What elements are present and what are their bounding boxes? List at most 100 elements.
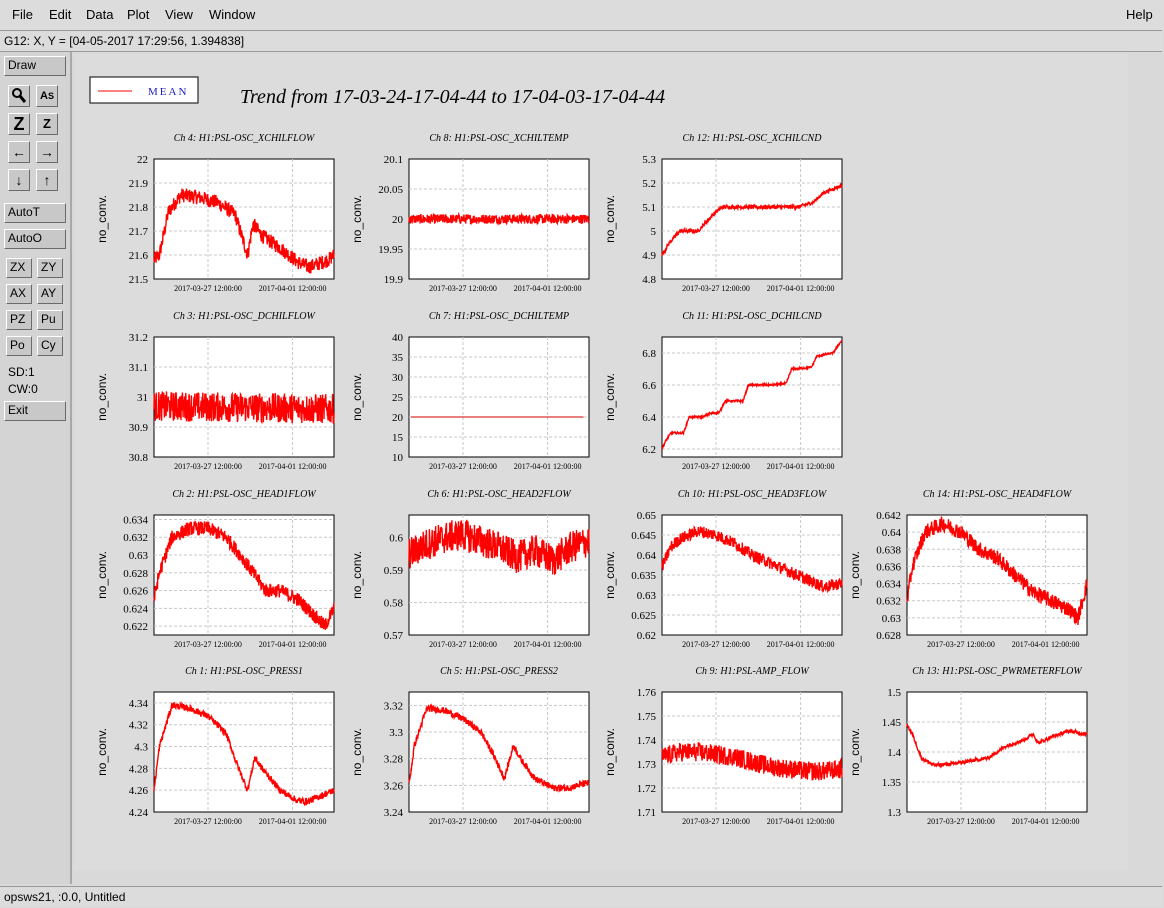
y-tick-label: 1.76 [637,687,657,699]
autot-button[interactable]: AutoT [4,203,66,223]
plot-ch2[interactable]: Ch 2: H1:PSL-OSC_HEAD1FLOW 0.622 0.624 0.62… [95,489,335,649]
magnify-icon[interactable] [8,85,30,107]
y-axis-label: no_conv. [848,551,862,599]
plot-area [906,514,1088,636]
ax-button[interactable]: AX [6,284,32,304]
plot-ch7[interactable]: Ch 7: H1:PSL-OSC_DCHILTEMP 10 15 20 25 30 35 40… [350,311,590,471]
draw-button[interactable]: Draw [4,56,66,76]
menu-help[interactable]: Help [1126,7,1153,22]
x-tick-label: 2017-04-01 12:00:00 [259,817,327,826]
cw-label: CW:0 [8,382,38,396]
x-tick-label: 2017-04-01 12:00:00 [1012,640,1080,649]
plot-ch11[interactable]: Ch 11: H1:PSL-OSC_DCHILCND 6.2 6.4 6.6 6.8 20… [603,311,843,471]
menu-window[interactable]: Window [209,7,256,22]
tool-panel: Draw AS Z Z ← → ↓ ↑ AutoT AutoO ZX ZY AX… [0,52,72,884]
plot-ch9[interactable]: Ch 9: H1:PSL-AMP_FLOW 1.71 1.72 1.73 1.74 1.7… [603,666,843,826]
x-tick-label: 2017-04-01 12:00:00 [1012,817,1080,826]
x-tick-label: 2017-03-27 12:00:00 [174,640,242,649]
plot-ch3[interactable]: Ch 3: H1:PSL-OSC_DCHILFLOW 30.8 30.9 31 31.1… [95,311,335,471]
series-line [906,723,1088,769]
y-tick-label: 4.24 [129,807,149,819]
y-tick-label: 0.62 [637,630,656,642]
menu-file[interactable]: File [12,7,33,22]
plot-ch1[interactable]: Ch 1: H1:PSL-OSC_PRESS1 4.24 4.26 4.28 4.3 4.… [95,666,335,826]
y-tick-label: 30 [392,372,404,384]
plot-ch12[interactable]: Ch 12: H1:PSL-OSC_XCHILCND 4.8 4.9 5 5.1 5.2 5… [603,133,843,293]
y-tick-label: 3.3 [389,727,403,739]
y-tick-label: 21.6 [129,250,149,262]
pz-button[interactable]: PZ [6,310,32,330]
y-tick-label: 0.624 [123,603,148,615]
po-button[interactable]: Po [6,336,32,356]
x-tick-label: 2017-04-01 12:00:00 [259,284,327,293]
y-tick-label: 31.1 [129,362,148,374]
plot-ch6[interactable]: Ch 6: H1:PSL-OSC_HEAD2FLOW 0.57 0.58 0.59 0.… [350,489,590,649]
y-tick-label: 0.628 [123,568,148,580]
plot-title: Ch 1: H1:PSL-OSC_PRESS1 [185,666,303,677]
y-tick-label: 10 [392,452,404,464]
plot-title: Ch 9: H1:PSL-AMP_FLOW [695,666,810,677]
y-tick-label: 1.72 [637,783,656,795]
legend-box [89,76,199,104]
x-tick-label: 2017-03-27 12:00:00 [927,817,995,826]
cy-button[interactable]: Cy [37,336,63,356]
plot-canvas[interactable]: MEAN Trend from 17-03-24-17-04-44 to 17-… [74,54,1128,870]
y-axis-label: no_conv. [848,728,862,776]
x-tick-label: 2017-03-27 12:00:00 [174,284,242,293]
pu-button[interactable]: Pu [37,310,63,330]
plot-title: Ch 6: H1:PSL-OSC_HEAD2FLOW [427,489,572,500]
series-line [661,741,843,781]
text-icon[interactable]: AS [36,85,58,107]
y-axis-label: no_conv. [350,728,364,776]
plot-ch4[interactable]: Ch 4: H1:PSL-OSC_XCHILFLOW 21.5 21.6 21.7 21… [95,133,335,293]
y-tick-label: 0.63 [637,590,657,602]
y-tick-label: 0.628 [876,630,901,642]
x-tick-label: 2017-03-27 12:00:00 [429,462,497,471]
y-tick-label: 30.9 [129,422,149,434]
y-tick-label: 5 [651,226,657,238]
status-text: opsws21, :0.0, Untitled [4,890,126,904]
zy-button[interactable]: ZY [37,258,63,278]
y-tick-label: 4.26 [129,785,149,797]
y-tick-label: 0.625 [631,610,656,622]
series-line [408,519,590,576]
menu-plot[interactable]: Plot [127,7,150,22]
plot-ch8[interactable]: Ch 8: H1:PSL-OSC_XCHILTEMP 19.9 19.95 20 20.… [350,133,590,293]
chart-svg: MEAN Trend from 17-03-24-17-04-44 to 17-… [89,76,1088,826]
y-tick-label: 0.642 [876,510,901,522]
y-tick-label: 30.8 [129,452,149,464]
arrow-right-icon[interactable]: → [36,141,58,163]
plot-title: Ch 8: H1:PSL-OSC_XCHILTEMP [429,133,568,144]
zoom-large-icon[interactable]: Z [8,113,30,135]
plot-ch13[interactable]: Ch 13: H1:PSL-OSC_PWRMETERFLOW 1.3 1.35 1.4… [848,666,1088,826]
plot-ch14[interactable]: Ch 14: H1:PSL-OSC_HEAD4FLOW 0.628 0.63 0.63… [848,489,1088,649]
exit-button[interactable]: Exit [4,401,66,421]
series-line [661,339,843,450]
plot-ch5[interactable]: Ch 5: H1:PSL-OSC_PRESS2 3.24 3.26 3.28 3.3 3.… [350,666,590,826]
zoom-small-icon[interactable]: Z [36,113,58,135]
menu-data[interactable]: Data [86,7,114,22]
y-tick-label: 22 [137,154,148,166]
x-tick-label: 2017-04-01 12:00:00 [514,817,582,826]
series-line [153,391,335,425]
autoo-button[interactable]: AutoO [4,229,66,249]
y-tick-label: 6.6 [642,380,656,392]
y-tick-label: 3.24 [384,807,404,819]
y-axis-label: no_conv. [603,551,617,599]
arrow-down-icon[interactable]: ↓ [8,169,30,191]
zx-button[interactable]: ZX [6,258,32,278]
plot-ch10[interactable]: Ch 10: H1:PSL-OSC_HEAD3FLOW 0.62 0.625 0.63… [603,489,843,649]
y-tick-label: 0.622 [123,621,148,633]
menu-edit[interactable]: Edit [49,7,72,22]
y-tick-label: 6.2 [642,444,656,456]
arrow-left-icon[interactable]: ← [8,141,30,163]
y-tick-label: 1.45 [882,717,902,729]
menu-view[interactable]: View [165,7,193,22]
y-tick-label: 1.5 [887,687,901,699]
coordinate-readout: G12: X, Y = [04-05-2017 17:29:56, 1.3948… [4,34,245,48]
ay-button[interactable]: AY [37,284,63,304]
series-line [661,181,843,257]
arrow-up-icon[interactable]: ↑ [36,169,58,191]
x-tick-label: 2017-03-27 12:00:00 [174,817,242,826]
y-tick-label: 0.638 [876,544,901,556]
